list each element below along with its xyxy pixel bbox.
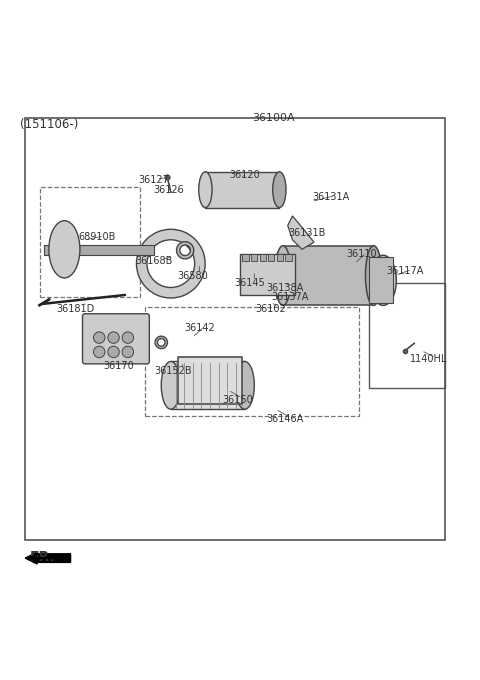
Bar — [240, 254, 295, 294]
Text: 36152B: 36152B — [155, 366, 192, 376]
Text: 36146A: 36146A — [267, 413, 304, 424]
Circle shape — [94, 332, 105, 343]
Text: 36181D: 36181D — [56, 304, 95, 314]
Text: 68910B: 68910B — [78, 233, 116, 242]
Bar — [283, 245, 373, 305]
FancyBboxPatch shape — [83, 313, 149, 364]
Bar — [25, 118, 445, 541]
Text: 1140HL: 1140HL — [410, 354, 447, 364]
Polygon shape — [288, 216, 314, 250]
Bar — [171, 362, 245, 409]
Bar — [369, 283, 445, 388]
Text: 36126: 36126 — [153, 185, 184, 194]
Circle shape — [94, 346, 105, 358]
FancyArrow shape — [25, 552, 71, 564]
Bar — [268, 254, 275, 261]
Bar — [144, 307, 360, 416]
Bar — [39, 187, 140, 297]
Text: 36145: 36145 — [234, 277, 265, 288]
Text: 36131B: 36131B — [288, 228, 325, 237]
Text: 36142: 36142 — [184, 323, 215, 333]
Bar — [205, 172, 279, 207]
Text: (151106-): (151106-) — [21, 118, 79, 131]
Text: 36120: 36120 — [229, 171, 260, 180]
Circle shape — [122, 332, 133, 343]
Ellipse shape — [49, 221, 80, 278]
Bar — [251, 254, 257, 261]
Circle shape — [108, 332, 119, 343]
Ellipse shape — [275, 245, 291, 305]
Text: 36131A: 36131A — [312, 192, 349, 202]
Ellipse shape — [199, 172, 212, 207]
Text: 36138A: 36138A — [267, 282, 304, 292]
Text: 36150: 36150 — [222, 394, 253, 405]
Ellipse shape — [161, 362, 180, 409]
Circle shape — [108, 346, 119, 358]
Text: 36102: 36102 — [256, 304, 287, 314]
Bar — [285, 254, 291, 261]
Bar — [242, 254, 249, 261]
Ellipse shape — [273, 172, 286, 207]
Bar — [260, 254, 266, 261]
Bar — [178, 357, 242, 405]
Text: 36168B: 36168B — [135, 256, 173, 267]
Text: 36117A: 36117A — [386, 266, 423, 276]
Circle shape — [122, 346, 133, 358]
Text: FR.: FR. — [30, 550, 56, 564]
Ellipse shape — [365, 245, 382, 305]
Text: 36110: 36110 — [347, 249, 377, 259]
Ellipse shape — [370, 255, 396, 305]
Text: 36580: 36580 — [177, 271, 208, 281]
Bar — [277, 254, 283, 261]
Text: 36137A: 36137A — [271, 292, 309, 302]
Text: 36100A: 36100A — [252, 114, 295, 123]
Text: 36170: 36170 — [103, 361, 134, 371]
Text: 36127: 36127 — [139, 175, 169, 185]
Bar — [44, 245, 154, 255]
Ellipse shape — [235, 362, 254, 409]
Bar — [369, 257, 393, 303]
